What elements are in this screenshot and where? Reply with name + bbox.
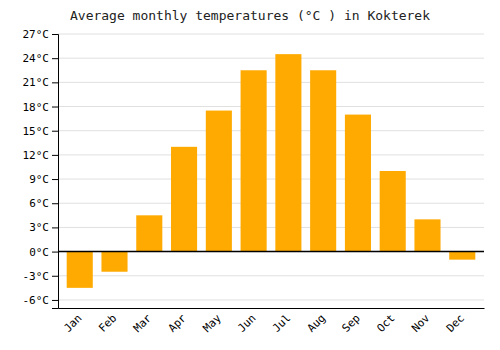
x-tick: Nov bbox=[409, 311, 433, 335]
y-tick-mark bbox=[52, 155, 58, 156]
y-tick-mark bbox=[52, 203, 58, 204]
bar bbox=[136, 215, 162, 251]
y-tick-mark bbox=[52, 107, 58, 108]
x-tick: Dec bbox=[444, 312, 467, 335]
grid-line bbox=[58, 154, 484, 155]
x-axis-line bbox=[59, 308, 485, 309]
x-tick: Feb bbox=[96, 312, 119, 335]
y-tick: 0°C bbox=[29, 246, 58, 259]
grid-line bbox=[58, 251, 484, 252]
x-tick-label: Apr bbox=[166, 311, 190, 335]
x-tick-label: Mar bbox=[131, 311, 155, 335]
y-tick-mark bbox=[52, 58, 58, 59]
y-tick-label: 0°C bbox=[29, 246, 49, 259]
bar bbox=[206, 111, 232, 252]
bar bbox=[275, 54, 301, 251]
y-axis: -6°C -3°C 0°C 3°C 6°C 9°C 12°C 15°C 18°C 21°C 24°C… bbox=[23, 28, 59, 308]
y-tick-mark bbox=[52, 300, 58, 301]
y-tick-label: 3°C bbox=[29, 221, 49, 234]
x-tick: May bbox=[200, 311, 224, 335]
y-tick-mark bbox=[52, 252, 58, 253]
x-tick: Jan bbox=[61, 312, 84, 335]
x-tick: Aug bbox=[305, 312, 328, 335]
x-tick-label: Oct bbox=[374, 312, 397, 335]
grid-line bbox=[58, 58, 484, 59]
grid-line bbox=[58, 82, 484, 83]
grid-line bbox=[58, 299, 484, 300]
y-tick-mark bbox=[52, 131, 58, 132]
x-tick-label: Jan bbox=[61, 312, 84, 335]
bar bbox=[449, 252, 475, 260]
y-tick-label: -6°C bbox=[23, 294, 50, 307]
y-tick-label: 9°C bbox=[29, 173, 49, 186]
y-axis-line bbox=[52, 35, 59, 309]
y-tick: -6°C bbox=[23, 294, 59, 307]
y-tick: 9°C bbox=[29, 173, 58, 186]
y-tick: 12°C bbox=[23, 149, 59, 162]
grid-line bbox=[58, 275, 484, 276]
y-tick: 18°C bbox=[23, 101, 59, 114]
x-tick-label: Feb bbox=[96, 312, 119, 335]
x-tick-label: Jun bbox=[235, 312, 258, 335]
grid bbox=[58, 34, 484, 300]
y-tick: 27°C bbox=[23, 28, 59, 41]
x-tick-label: Dec bbox=[444, 312, 467, 335]
x-tick: Mar bbox=[131, 311, 155, 335]
y-tick-mark bbox=[52, 34, 58, 35]
x-tick-label: Jul bbox=[270, 312, 293, 335]
y-tick-mark bbox=[52, 276, 58, 277]
x-tick: Apr bbox=[166, 311, 190, 335]
y-tick: 6°C bbox=[29, 197, 58, 210]
bar bbox=[310, 70, 336, 251]
x-tick: Jul bbox=[270, 312, 293, 335]
y-tick-label: 18°C bbox=[23, 101, 50, 114]
y-tick-label: 24°C bbox=[23, 52, 50, 65]
bar bbox=[241, 70, 267, 251]
y-tick-label: -3°C bbox=[23, 270, 50, 283]
y-tick-label: 21°C bbox=[23, 76, 50, 89]
x-tick-label: May bbox=[200, 311, 224, 335]
y-tick: -3°C bbox=[23, 270, 59, 283]
chart: Average monthly temperatures (°C ) in Ko… bbox=[0, 0, 500, 350]
bar bbox=[171, 147, 197, 252]
x-tick-label: Aug bbox=[305, 312, 328, 335]
x-tick: Oct bbox=[374, 312, 397, 335]
y-tick: 15°C bbox=[23, 125, 59, 138]
y-tick: 21°C bbox=[23, 76, 59, 89]
bar bbox=[414, 219, 440, 251]
y-tick-label: 12°C bbox=[23, 149, 50, 162]
x-tick-label: Sep bbox=[340, 312, 363, 335]
grid-line bbox=[58, 203, 484, 204]
y-tick-label: 27°C bbox=[23, 28, 50, 41]
bar bbox=[380, 171, 406, 252]
title: Average monthly temperatures (°C ) in Ko… bbox=[70, 8, 430, 23]
y-tick-mark bbox=[52, 227, 58, 228]
y-tick: 3°C bbox=[29, 221, 58, 234]
bar bbox=[345, 115, 371, 252]
x-tick-label: Nov bbox=[409, 311, 433, 335]
y-tick-label: 15°C bbox=[23, 125, 50, 138]
x-tick: Jun bbox=[235, 312, 258, 335]
x-tick: Sep bbox=[340, 312, 363, 335]
plot-area bbox=[58, 54, 484, 288]
grid-line bbox=[58, 179, 484, 180]
y-tick-mark bbox=[52, 179, 58, 180]
y-tick-label: 6°C bbox=[29, 197, 49, 210]
grid-line bbox=[58, 106, 484, 107]
zero-line bbox=[58, 251, 484, 253]
x-axis: Jan Feb Mar Apr May Jun Jul Aug Sep Oct Nov Dec bbox=[59, 309, 485, 335]
bar bbox=[101, 252, 127, 272]
y-tick-mark bbox=[52, 82, 58, 83]
grid-line bbox=[58, 130, 484, 131]
grid-line bbox=[58, 34, 484, 35]
bar bbox=[67, 252, 93, 288]
y-tick: 24°C bbox=[23, 52, 59, 65]
